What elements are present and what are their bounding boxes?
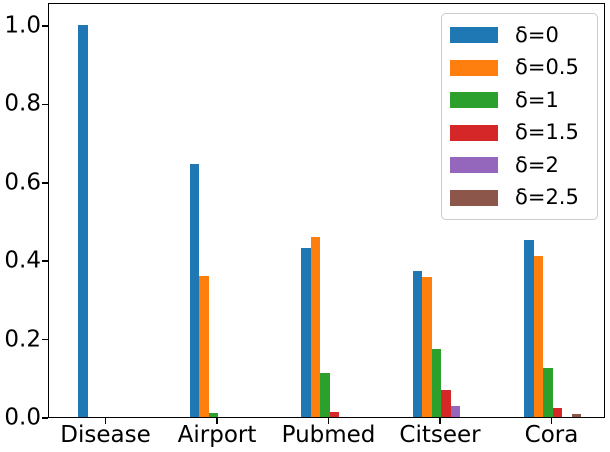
y-tick-label-1.0: 1.0 bbox=[4, 12, 41, 39]
bar-citseer-δ=2 bbox=[450, 405, 460, 417]
bar-cora-δ=0.5 bbox=[533, 255, 543, 417]
x-tick-mark-disease bbox=[104, 418, 107, 424]
legend-item-δ=2: δ=2 bbox=[450, 149, 597, 181]
x-tick-mark-airport bbox=[216, 418, 218, 424]
y-tick-mark-0.8 bbox=[41, 103, 48, 106]
legend-label-δ=2: δ=2 bbox=[515, 152, 559, 177]
bar-citseer-δ=1 bbox=[431, 348, 441, 417]
bar-airport-δ=1 bbox=[208, 413, 218, 417]
y-tick-label-0.4: 0.4 bbox=[4, 247, 41, 274]
y-tick-label-0.6: 0.6 bbox=[4, 169, 41, 196]
bar-citseer-δ=1.5 bbox=[441, 389, 451, 417]
legend: δ=0 δ=0.5 δ=1 δ=1.5 δ=2 δ=2.5 bbox=[441, 13, 598, 220]
y-tick-label-0.8: 0.8 bbox=[4, 90, 41, 117]
bar-pubmed-δ=0.5 bbox=[310, 236, 320, 417]
legend-label-δ=0.5: δ=0.5 bbox=[515, 55, 579, 80]
x-tick-label-airport: Airport bbox=[177, 422, 257, 448]
bar-pubmed-δ=0 bbox=[301, 248, 311, 417]
x-tick-mark-pubmed bbox=[327, 418, 330, 424]
y-tick-label-0.2: 0.2 bbox=[4, 326, 41, 353]
y-tick-mark-0.6 bbox=[41, 182, 48, 184]
legend-item-δ=2.5: δ=2.5 bbox=[450, 182, 597, 214]
bar-pubmed-δ=1.5 bbox=[329, 411, 339, 417]
legend-swatch-δ=0.5 bbox=[450, 59, 498, 76]
bar-cora-δ=0 bbox=[524, 239, 534, 417]
legend-swatch-δ=1 bbox=[450, 92, 498, 109]
bar-citseer-δ=0 bbox=[412, 271, 422, 417]
bar-disease-δ=0 bbox=[78, 25, 88, 417]
legend-swatch-δ=2.5 bbox=[450, 189, 498, 206]
x-tick-mark-citseer bbox=[439, 418, 441, 424]
y-tick-mark-0.0 bbox=[41, 417, 48, 419]
x-tick-label-cora: Cora bbox=[524, 422, 579, 448]
legend-item-δ=1.5: δ=1.5 bbox=[450, 117, 597, 149]
y-tick-label-0.0: 0.0 bbox=[4, 404, 41, 431]
legend-item-δ=0: δ=0 bbox=[450, 19, 597, 51]
bar-airport-δ=0.5 bbox=[199, 275, 209, 417]
y-tick-mark-1.0 bbox=[41, 25, 48, 27]
legend-label-δ=0: δ=0 bbox=[515, 22, 559, 47]
bar-pubmed-δ=1 bbox=[320, 373, 330, 417]
x-tick-label-pubmed: Pubmed bbox=[281, 422, 376, 448]
legend-label-δ=2.5: δ=2.5 bbox=[515, 185, 579, 210]
x-tick-label-citseer: Citseer bbox=[399, 422, 481, 448]
bar-cora-δ=1.5 bbox=[552, 408, 562, 417]
y-tick-mark-0.2 bbox=[41, 338, 48, 341]
bar-citseer-δ=0.5 bbox=[422, 276, 432, 417]
x-tick-label-disease: Disease bbox=[60, 422, 151, 448]
bar-airport-δ=0 bbox=[189, 164, 199, 417]
legend-label-δ=1: δ=1 bbox=[515, 87, 559, 112]
x-tick-mark-cora bbox=[550, 418, 553, 424]
bar-cora-δ=2.5 bbox=[571, 413, 581, 417]
legend-item-δ=0.5: δ=0.5 bbox=[450, 52, 597, 84]
y-tick-mark-0.4 bbox=[41, 260, 48, 262]
legend-item-δ=1: δ=1 bbox=[450, 84, 597, 116]
bar-cora-δ=1 bbox=[543, 368, 553, 417]
legend-swatch-δ=2 bbox=[450, 157, 498, 174]
legend-swatch-δ=1.5 bbox=[450, 124, 498, 141]
legend-label-δ=1.5: δ=1.5 bbox=[515, 120, 579, 145]
legend-swatch-δ=0 bbox=[450, 27, 498, 44]
